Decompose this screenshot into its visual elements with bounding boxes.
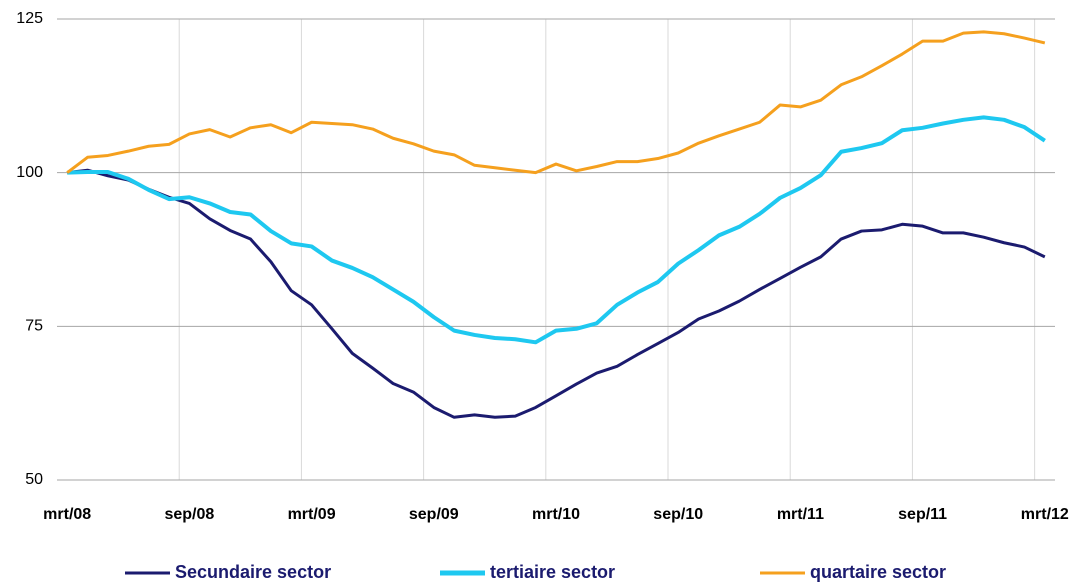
x-tick-label: mrt/11: [777, 506, 824, 523]
legend-label: quartaire sector: [810, 562, 946, 582]
y-tick-label: 75: [25, 318, 43, 335]
x-tick-label: sep/11: [898, 506, 947, 523]
y-tick-label: 50: [25, 471, 43, 488]
x-tick-label: mrt/12: [1021, 506, 1069, 523]
x-tick-label: mrt/08: [43, 506, 91, 523]
y-tick-label: 100: [16, 164, 43, 181]
legend-label: tertiaire sector: [490, 562, 615, 582]
x-tick-label: mrt/09: [288, 506, 336, 523]
series-line: [67, 115, 1046, 345]
x-tick-label: sep/09: [409, 506, 459, 523]
y-tick-label: 125: [16, 10, 43, 27]
series-line: [66, 30, 1046, 175]
legend-label: Secundaire sector: [175, 562, 331, 582]
series-line: [67, 168, 1046, 419]
x-tick-label: sep/08: [164, 506, 214, 523]
x-tick-label: mrt/10: [532, 506, 580, 523]
x-tick-label: sep/10: [653, 506, 703, 523]
